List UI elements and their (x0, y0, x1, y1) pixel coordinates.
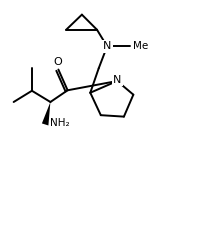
Text: Me: Me (133, 41, 148, 51)
Text: N: N (103, 41, 111, 51)
Text: NH₂: NH₂ (50, 118, 69, 128)
Text: O: O (53, 57, 62, 67)
Text: N: N (113, 75, 121, 85)
Polygon shape (42, 102, 50, 125)
